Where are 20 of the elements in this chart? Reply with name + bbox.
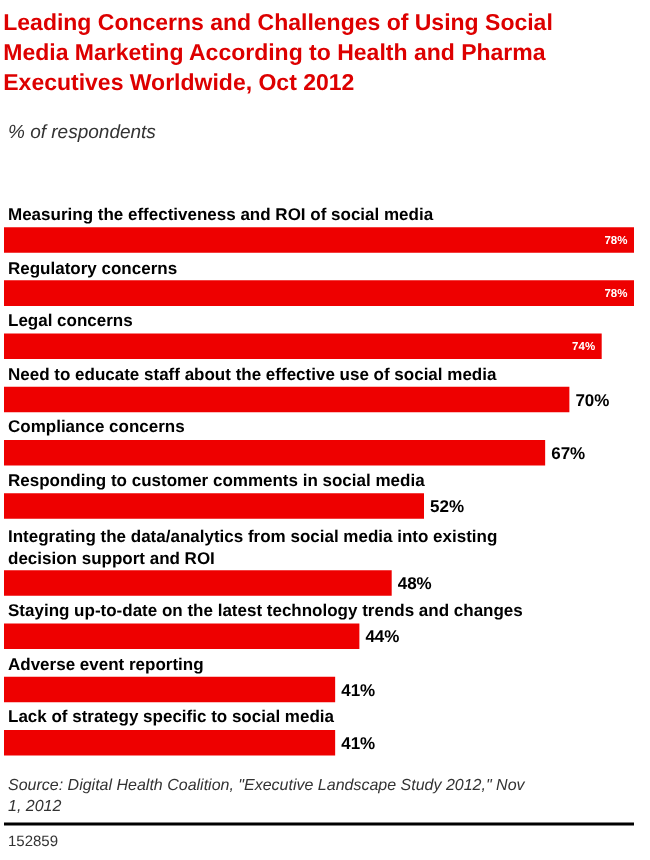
chart-subtitle: % of respondents (8, 122, 157, 144)
chart-title: Leading Concerns and Challenges of Using Social Media Marketing According to Health and Pharma Executives Worldwide, Oct 2012 (3, 12, 553, 96)
y-tick-label: Responding to customer comments in social media (8, 470, 426, 490)
y-tick-label: Integrating the data/analytics from social media into existing decision support and ROI (8, 526, 498, 569)
y-tick-label: Lack of strategy specific to social media (8, 706, 335, 726)
data-label: 48% (397, 573, 433, 594)
data-label: 41% (341, 732, 377, 753)
y-tick-label: Legal concerns (8, 310, 134, 330)
y-tick-label: Measuring the effectiveness and ROI of social media (8, 204, 434, 224)
y-tick-label: Adverse event reporting (8, 654, 204, 674)
data-label: 52% (430, 495, 465, 516)
data-label: 67% (551, 442, 587, 463)
data-label: 70% (575, 389, 611, 410)
y-tick-label: Compliance concerns (8, 416, 186, 436)
data-label: 44% (365, 626, 401, 647)
source-note: Source: Digital Health Coalition, "Executive Landscape Study 2012," Nov 1, 2012 (8, 776, 527, 815)
y-tick-label: Need to educate staff about the effective use of social media (8, 364, 497, 384)
y-tick-label: Regulatory concerns (8, 258, 178, 278)
y-tick-label: Staying up-to-date on the latest technology trends and changes (8, 600, 524, 620)
data-label: 41% (341, 679, 377, 700)
